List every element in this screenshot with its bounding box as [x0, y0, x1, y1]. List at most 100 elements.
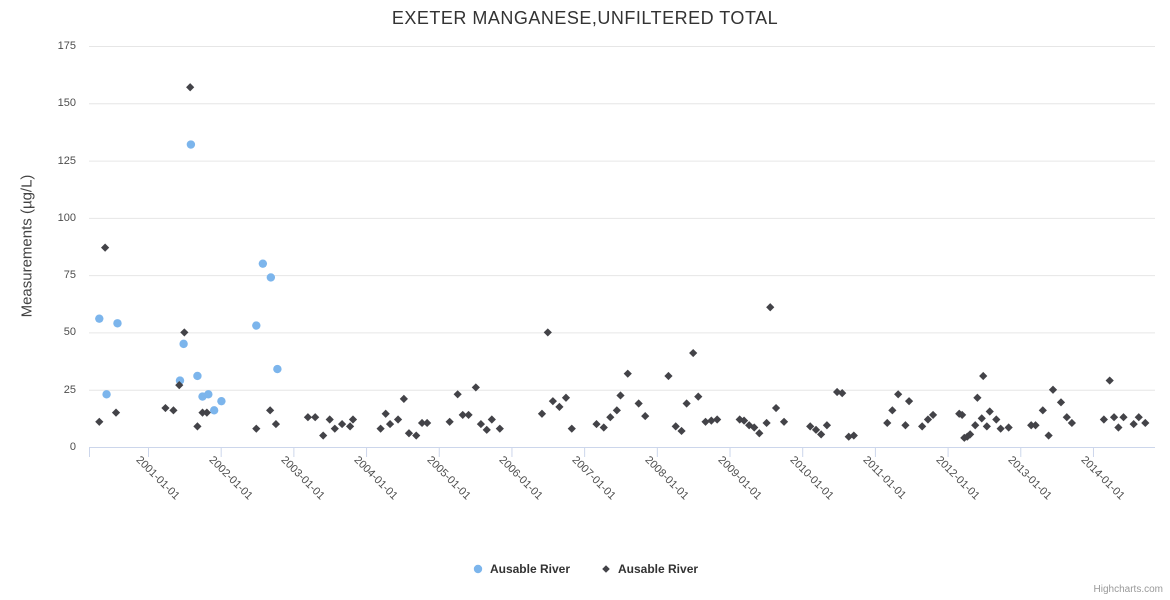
- data-point[interactable]: [677, 426, 686, 436]
- data-point[interactable]: [1044, 431, 1053, 440]
- data-point[interactable]: [198, 408, 207, 417]
- data-point[interactable]: [412, 431, 421, 440]
- data-point[interactable]: [849, 431, 858, 440]
- data-point[interactable]: [1129, 419, 1138, 429]
- data-point[interactable]: [1062, 413, 1071, 422]
- data-point[interactable]: [883, 418, 892, 428]
- data-point[interactable]: [445, 417, 454, 426]
- data-point[interactable]: [1099, 415, 1108, 424]
- data-point[interactable]: [458, 410, 467, 420]
- data-point[interactable]: [894, 390, 903, 399]
- data-point[interactable]: [561, 393, 571, 402]
- data-point[interactable]: [606, 413, 615, 422]
- data-point[interactable]: [303, 413, 313, 422]
- data-point[interactable]: [337, 419, 347, 429]
- data-point[interactable]: [161, 403, 170, 413]
- data-point[interactable]: [1141, 418, 1150, 428]
- data-point[interactable]: [111, 408, 121, 417]
- data-point[interactable]: [381, 409, 390, 418]
- data-point[interactable]: [641, 411, 650, 421]
- data-point[interactable]: [252, 424, 261, 433]
- data-point[interactable]: [958, 410, 967, 420]
- data-point[interactable]: [750, 423, 759, 432]
- data-point[interactable]: [330, 424, 339, 433]
- data-point[interactable]: [471, 383, 480, 392]
- data-point[interactable]: [101, 243, 110, 252]
- data-point[interactable]: [977, 414, 986, 423]
- data-point[interactable]: [311, 413, 320, 422]
- data-point[interactable]: [689, 348, 698, 358]
- data-point[interactable]: [1114, 423, 1123, 432]
- data-point[interactable]: [266, 406, 275, 415]
- data-point[interactable]: [671, 422, 680, 431]
- data-point[interactable]: [923, 415, 933, 424]
- data-point[interactable]: [271, 419, 281, 429]
- data-point[interactable]: [904, 397, 914, 406]
- data-point[interactable]: [404, 429, 414, 438]
- data-point[interactable]: [985, 407, 994, 416]
- data-point[interactable]: [833, 387, 842, 397]
- data-point[interactable]: [612, 406, 621, 415]
- data-point[interactable]: [186, 83, 195, 92]
- data-point[interactable]: [1067, 418, 1076, 428]
- data-point[interactable]: [325, 415, 334, 424]
- data-point[interactable]: [963, 432, 972, 441]
- data-point[interactable]: [971, 421, 980, 430]
- data-point[interactable]: [186, 140, 196, 149]
- data-point[interactable]: [209, 406, 219, 415]
- data-point[interactable]: [385, 419, 395, 429]
- data-point[interactable]: [707, 416, 716, 425]
- data-point[interactable]: [217, 396, 226, 406]
- data-point[interactable]: [996, 424, 1005, 433]
- data-point[interactable]: [193, 422, 202, 431]
- data-point[interactable]: [966, 430, 975, 439]
- data-point[interactable]: [1031, 421, 1040, 430]
- data-point[interactable]: [1027, 421, 1036, 430]
- data-point[interactable]: [193, 371, 202, 381]
- data-point[interactable]: [1038, 406, 1047, 415]
- data-point[interactable]: [180, 328, 189, 337]
- data-point[interactable]: [273, 364, 282, 374]
- data-point[interactable]: [1134, 413, 1143, 422]
- data-point[interactable]: [95, 314, 104, 323]
- data-point[interactable]: [345, 422, 355, 431]
- data-point[interactable]: [616, 391, 625, 400]
- data-point[interactable]: [766, 303, 775, 312]
- data-point[interactable]: [548, 397, 557, 406]
- highcharts-credit[interactable]: Highcharts.com: [1093, 584, 1163, 595]
- data-point[interactable]: [979, 371, 988, 381]
- data-point[interactable]: [779, 417, 789, 426]
- data-point[interactable]: [928, 410, 938, 420]
- data-point[interactable]: [555, 402, 564, 411]
- data-point[interactable]: [844, 432, 853, 441]
- data-point[interactable]: [1004, 423, 1013, 432]
- data-point[interactable]: [701, 417, 710, 426]
- data-point[interactable]: [319, 431, 328, 440]
- legend-item-ausable-river-circle[interactable]: Ausable River: [472, 562, 570, 576]
- data-point[interactable]: [453, 390, 462, 399]
- data-point[interactable]: [543, 328, 552, 337]
- data-point[interactable]: [762, 418, 771, 428]
- data-point[interactable]: [95, 417, 104, 426]
- data-point[interactable]: [476, 419, 486, 429]
- data-point[interactable]: [771, 403, 781, 413]
- data-point[interactable]: [918, 422, 927, 431]
- data-point[interactable]: [817, 430, 826, 439]
- data-point[interactable]: [376, 424, 385, 433]
- data-point[interactable]: [982, 422, 991, 431]
- data-point[interactable]: [464, 410, 473, 420]
- data-point[interactable]: [175, 381, 184, 390]
- data-point[interactable]: [599, 423, 608, 432]
- data-point[interactable]: [102, 390, 111, 399]
- data-point[interactable]: [694, 392, 703, 401]
- data-point[interactable]: [664, 371, 673, 381]
- data-point[interactable]: [113, 319, 122, 328]
- data-point[interactable]: [838, 389, 847, 398]
- data-point[interactable]: [252, 321, 261, 330]
- data-point[interactable]: [992, 415, 1001, 424]
- data-point[interactable]: [399, 394, 408, 403]
- data-point[interactable]: [822, 421, 832, 430]
- data-point[interactable]: [973, 393, 982, 402]
- data-point[interactable]: [888, 406, 897, 415]
- data-point[interactable]: [482, 425, 491, 434]
